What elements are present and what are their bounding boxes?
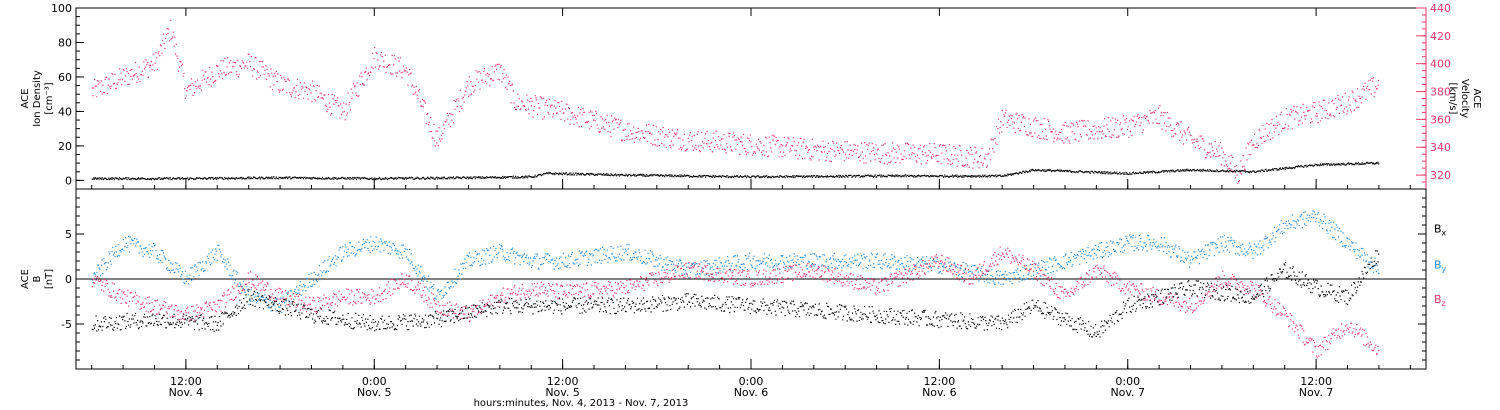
b-ylabel: ACEB[nT]	[20, 269, 55, 289]
b-ytick-label: -5	[61, 318, 72, 331]
legend-By: By	[1434, 259, 1447, 274]
by-series	[91, 210, 1380, 314]
right-ylabel: ACEVelocity[km/s]	[1447, 79, 1482, 118]
panel2-data	[91, 210, 1380, 359]
bx-series	[91, 250, 1380, 338]
x-tick-time: 0:00	[739, 375, 764, 388]
x-tick-date: Nov. 7	[1110, 386, 1145, 399]
legend-Bz: Bz	[1434, 293, 1446, 308]
left-ylabel: ACEIon Density[cm⁻³]	[20, 70, 55, 127]
left-ytick-label: 80	[58, 36, 72, 49]
x-tick-time: 12:00	[1300, 375, 1332, 388]
b-ylabel-line: ACE	[20, 269, 31, 289]
b-ylabel-line: [nT]	[44, 269, 55, 289]
x-tick-time: 12:00	[547, 375, 579, 388]
magnetic-field-panel: 5 0 -5 ACEB[nT] Bx By Bz	[20, 188, 1447, 370]
right-ytick-label: 380	[1430, 86, 1451, 99]
b-ylabel-line: B	[32, 275, 43, 282]
x-tick-date: Nov. 4	[169, 386, 204, 399]
x-tick-date: Nov. 7	[1299, 386, 1334, 399]
panel1-data	[91, 19, 1380, 184]
left-ytick-label: 20	[58, 140, 72, 153]
right-ylabel-line: [km/s]	[1447, 83, 1458, 115]
right-ytick-label: 320	[1430, 169, 1451, 182]
ion-density-velocity-panel: 020406080100320340360380400420440ACEIon …	[20, 2, 1482, 190]
x-axis-title: hours:minutes, Nov. 4, 2013 - Nov. 7, 20…	[474, 398, 689, 409]
x-tick-date: Nov. 6	[922, 386, 957, 399]
x-tick-time: 12:00	[924, 375, 956, 388]
left-ytick-label: 60	[58, 71, 72, 84]
x-tick-time: 0:00	[1115, 375, 1140, 388]
b-ytick-label: 0	[65, 273, 72, 286]
right-ytick-label: 420	[1430, 30, 1451, 43]
right-ylabel-line: Velocity	[1459, 79, 1470, 118]
x-tick-date: Nov. 5	[357, 386, 392, 399]
legend-Bx: Bx	[1434, 223, 1447, 238]
right-ytick-label: 360	[1430, 113, 1451, 126]
x-tick-time: 12:00	[170, 375, 202, 388]
left-ylabel-line: Ion Density	[32, 70, 43, 127]
right-ytick-label: 400	[1430, 58, 1451, 71]
x-tick-time: 0:00	[362, 375, 387, 388]
left-ytick-label: 0	[65, 174, 72, 187]
b-ytick-label: 5	[65, 228, 72, 241]
velocity-series	[91, 19, 1380, 184]
panel1-frame	[75, 7, 1427, 190]
right-ytick-label: 340	[1430, 141, 1451, 154]
x-tick-date: Nov. 5	[545, 386, 580, 399]
left-ylabel-line: ACE	[20, 89, 31, 109]
x-tick-date: Nov. 6	[734, 386, 769, 399]
right-ylabel-line: ACE	[1471, 89, 1482, 109]
left-ylabel-line: [cm⁻³]	[44, 82, 55, 114]
density-series	[91, 161, 1380, 181]
left-ytick-label: 100	[51, 2, 72, 15]
bz-series	[91, 246, 1380, 359]
left-ytick-label: 40	[58, 105, 72, 118]
right-ytick-label: 440	[1430, 2, 1451, 15]
